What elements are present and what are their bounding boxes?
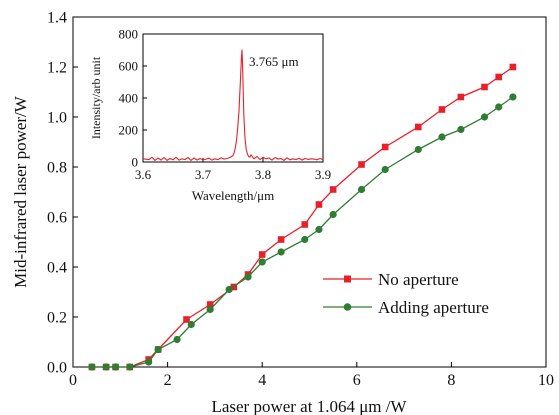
inset-ytick-label: 800	[119, 27, 139, 42]
main-ytick-label: 0.4	[47, 260, 67, 277]
main-xtick-label: 6	[353, 372, 361, 389]
inset-xtick-label: 3.8	[255, 167, 271, 182]
inset-xtick-label: 3.9	[315, 167, 331, 182]
main-y-ticks: 0.0 0.2 0.4 0.6 0.8 1.0 1.2 1.4	[47, 10, 78, 377]
legend-label-no-aperture: No aperture	[378, 270, 459, 289]
data-point-adding-aperture	[301, 235, 309, 244]
data-point-no-aperture	[206, 301, 214, 308]
data-point-adding-aperture	[111, 363, 120, 371]
inset-x-axis-label: Wavelength/μm	[192, 188, 274, 203]
data-point-no-aperture	[183, 316, 190, 323]
data-point-adding-aperture	[495, 103, 503, 111]
data-point-no-aperture	[277, 236, 285, 243]
data-point-no-aperture	[457, 93, 465, 101]
data-point-no-aperture	[329, 186, 337, 193]
data-point-adding-aperture	[277, 248, 285, 256]
inset-y-ticks: 0 200 400 600 800	[119, 27, 147, 170]
inset-ytick-label: 200	[119, 123, 139, 138]
y-axis-label: Mid-infrared laser power/W	[11, 95, 30, 288]
main-ytick-label: 0.6	[47, 210, 67, 227]
data-point-no-aperture	[258, 251, 266, 258]
data-point-no-aperture	[358, 161, 365, 168]
data-point-adding-aperture	[145, 358, 153, 366]
x-axis-label: Laser power at 1.064 μm /W	[211, 397, 407, 415]
inset-chart: 0 200 400 600 800 3.6 3.7 3.8 3.9 Wavelength/μm…	[89, 27, 331, 203]
data-point-no-aperture	[509, 63, 517, 71]
inset-ytick-label: 0	[132, 155, 139, 170]
legend-marker-adding-aperture	[343, 303, 352, 311]
data-point-adding-aperture	[244, 273, 252, 281]
main-series	[88, 63, 517, 371]
data-point-no-aperture	[414, 123, 422, 131]
data-point-no-aperture	[481, 83, 488, 91]
data-point-adding-aperture	[329, 210, 337, 219]
data-point-adding-aperture	[457, 125, 465, 134]
main-plot-frame	[72, 16, 547, 368]
main-ytick-label: 1.2	[47, 60, 67, 77]
inset-ytick-label: 600	[119, 59, 139, 74]
data-point-no-aperture	[381, 143, 389, 151]
inset-xtick-label: 3.6	[135, 167, 152, 182]
main-ytick-label: 0.2	[47, 310, 67, 327]
main-ytick-label: 1.0	[47, 110, 67, 127]
data-point-adding-aperture	[88, 363, 96, 371]
data-point-adding-aperture	[187, 320, 195, 329]
data-point-adding-aperture	[225, 285, 233, 294]
inset-series	[142, 49, 324, 161]
data-point-adding-aperture	[414, 145, 422, 154]
main-chart: 0.0 0.2 0.4 0.6 0.8 1.0 1.2 1.4 0 2 4 6 8 10 Laser p…	[11, 10, 554, 415]
data-point-adding-aperture	[381, 165, 389, 174]
main-xtick-label: 0	[69, 372, 77, 389]
data-point-adding-aperture	[206, 305, 214, 314]
inset-white-bg	[143, 34, 323, 162]
data-point-adding-aperture	[154, 345, 162, 354]
inset-y-axis-label: Intensity/arb unit	[89, 56, 103, 139]
legend-marker-no-aperture	[344, 275, 351, 283]
data-point-adding-aperture	[357, 185, 366, 194]
data-point-adding-aperture	[258, 258, 266, 266]
data-point-adding-aperture	[126, 363, 134, 371]
data-point-adding-aperture	[509, 93, 517, 101]
inset-x-ticks: 3.6 3.7 3.8 3.9	[135, 158, 331, 182]
data-point-adding-aperture	[480, 113, 489, 121]
inset-peak-annotation: 3.765 μm	[249, 54, 299, 69]
main-xtick-label: 4	[258, 372, 266, 389]
legend-label-adding-aperture: Adding aperture	[378, 298, 489, 317]
main-ytick-label: 0.0	[47, 360, 67, 377]
main-xtick-label: 10	[538, 372, 554, 389]
data-point-adding-aperture	[173, 335, 181, 344]
main-xtick-label: 2	[164, 372, 172, 389]
data-point-no-aperture	[438, 106, 446, 113]
main-ytick-label: 0.8	[47, 160, 67, 177]
data-point-no-aperture	[315, 201, 323, 208]
inset-spectrum-line	[142, 49, 324, 161]
data-point-no-aperture	[495, 73, 502, 81]
inset-xtick-label: 3.7	[195, 167, 212, 182]
data-point-adding-aperture	[438, 133, 446, 141]
data-point-adding-aperture	[315, 225, 323, 234]
main-ytick-label: 1.4	[47, 10, 67, 27]
main-x-ticks: 0 2 4 6 8 10	[69, 362, 554, 389]
data-point-no-aperture	[301, 221, 309, 228]
inset-ytick-label: 400	[119, 91, 139, 106]
legend: No aperture Adding aperture	[323, 270, 489, 317]
data-point-adding-aperture	[102, 363, 110, 371]
main-xtick-label: 8	[447, 372, 455, 389]
